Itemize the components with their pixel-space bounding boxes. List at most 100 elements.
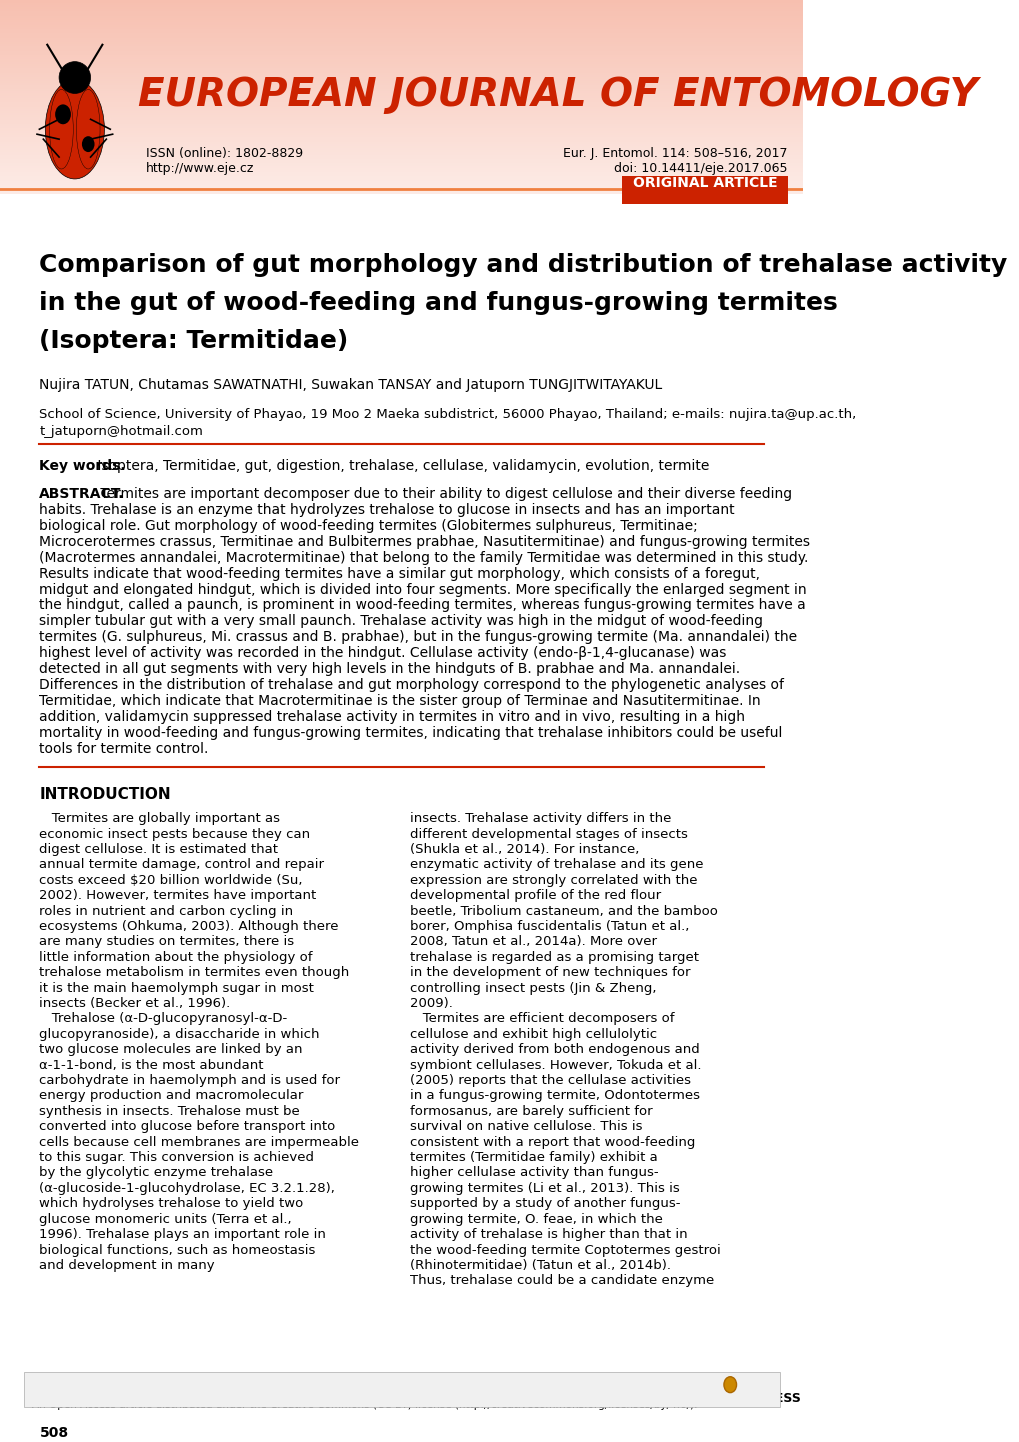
Text: 2002). However, termites have important: 2002). However, termites have important: [40, 890, 316, 903]
Text: detected in all gut segments with very high levels in the hindguts of B. prabhae: detected in all gut segments with very h…: [40, 662, 740, 676]
Text: supported by a study of another fungus-: supported by a study of another fungus-: [410, 1197, 680, 1210]
Text: mortality in wood-feeding and fungus-growing termites, indicating that trehalase: mortality in wood-feeding and fungus-gro…: [40, 725, 782, 740]
Text: it is the main haemolymph sugar in most: it is the main haemolymph sugar in most: [40, 982, 314, 995]
Text: Isoptera, Termitidae, gut, digestion, trehalase, cellulase, validamycin, evoluti: Isoptera, Termitidae, gut, digestion, tr…: [93, 459, 708, 473]
Text: ORIGINAL ARTICLE: ORIGINAL ARTICLE: [632, 176, 776, 190]
Circle shape: [723, 1377, 736, 1393]
Text: expression are strongly correlated with the: expression are strongly correlated with …: [410, 874, 696, 887]
Text: Microcerotermes crassus, Termitinae and Bulbitermes prabhae, Nasutitermitinae) a: Microcerotermes crassus, Termitinae and …: [40, 535, 809, 549]
Text: in the gut of wood-feeding and fungus-growing termites: in the gut of wood-feeding and fungus-gr…: [40, 291, 838, 316]
Text: by the glycolytic enzyme trehalase: by the glycolytic enzyme trehalase: [40, 1167, 273, 1180]
Text: synthesis in insects. Trehalose must be: synthesis in insects. Trehalose must be: [40, 1105, 300, 1118]
Ellipse shape: [50, 89, 73, 169]
Text: controlling insect pests (Jin & Zheng,: controlling insect pests (Jin & Zheng,: [410, 982, 655, 995]
Text: termites (Termitidae family) exhibit a: termites (Termitidae family) exhibit a: [410, 1151, 656, 1164]
Text: Differences in the distribution of trehalase and gut morphology correspond to th: Differences in the distribution of treha…: [40, 678, 784, 692]
Text: and development in many: and development in many: [40, 1259, 215, 1272]
FancyBboxPatch shape: [622, 176, 787, 203]
Text: tools for termite control.: tools for termite control.: [40, 741, 209, 756]
Text: Key words.: Key words.: [40, 459, 126, 473]
Text: cellulose and exhibit high cellulolytic: cellulose and exhibit high cellulolytic: [410, 1028, 656, 1041]
Text: energy production and macromolecular: energy production and macromolecular: [40, 1090, 304, 1103]
Text: Termites are efficient decomposers of: Termites are efficient decomposers of: [410, 1012, 674, 1025]
Text: biological role. Gut morphology of wood-feeding termites (Globitermes sulphureus: biological role. Gut morphology of wood-…: [40, 519, 697, 534]
Text: (α-glucoside-1-glucohydrolase, EC 3.2.1.28),: (α-glucoside-1-glucohydrolase, EC 3.2.1.…: [40, 1182, 335, 1195]
Text: are many studies on termites, there is: are many studies on termites, there is: [40, 936, 294, 949]
Text: OPEN: OPEN: [685, 1392, 723, 1405]
Text: trehalase is regarded as a promising target: trehalase is regarded as a promising tar…: [410, 950, 698, 963]
Text: Comparison of gut morphology and distribution of trehalase activity: Comparison of gut morphology and distrib…: [40, 254, 1007, 277]
Text: to this sugar. This conversion is achieved: to this sugar. This conversion is achiev…: [40, 1151, 314, 1164]
Text: trehalose metabolism in termites even though: trehalose metabolism in termites even th…: [40, 966, 350, 979]
Text: termites (G. sulphureus, Mi. crassus and B. prabhae), but in the fungus-growing : termites (G. sulphureus, Mi. crassus and…: [40, 630, 797, 645]
Text: ecosystems (Ohkuma, 2003). Although there: ecosystems (Ohkuma, 2003). Although ther…: [40, 920, 338, 933]
Text: EUROPEAN JOURNAL OF ENTOMOLOGY: EUROPEAN JOURNAL OF ENTOMOLOGY: [138, 76, 977, 114]
Text: (2005) reports that the cellulase activities: (2005) reports that the cellulase activi…: [410, 1074, 690, 1087]
Text: ACCESS: ACCESS: [748, 1392, 802, 1405]
Text: (Isoptera: Termitidae): (Isoptera: Termitidae): [40, 329, 348, 353]
Text: http://www.eje.cz: http://www.eje.cz: [146, 162, 254, 174]
Text: 2009).: 2009).: [410, 996, 452, 1009]
Text: consistent with a report that wood-feeding: consistent with a report that wood-feedi…: [410, 1136, 694, 1149]
Text: Termitidae, which indicate that Macrotermitinae is the sister group of Terminae : Termitidae, which indicate that Macroter…: [40, 694, 760, 708]
Text: School of Science, University of Phayao, 19 Moo 2 Maeka subdistrict, 56000 Phaya: School of Science, University of Phayao,…: [40, 408, 856, 421]
Text: Termites are important decomposer due to their ability to digest cellulose and t: Termites are important decomposer due to…: [96, 487, 792, 500]
Text: developmental profile of the red flour: developmental profile of the red flour: [410, 890, 660, 903]
Text: roles in nutrient and carbon cycling in: roles in nutrient and carbon cycling in: [40, 904, 293, 917]
Text: the hindgut, called a paunch, is prominent in wood-feeding termites, whereas fun: the hindgut, called a paunch, is promine…: [40, 598, 805, 613]
Text: growing termites (Li et al., 2013). This is: growing termites (Li et al., 2013). This…: [410, 1182, 679, 1195]
Text: borer, Omphisa fuscidentalis (Tatun et al.,: borer, Omphisa fuscidentalis (Tatun et a…: [410, 920, 688, 933]
Text: glucopyranoside), a disaccharide in which: glucopyranoside), a disaccharide in whic…: [40, 1028, 320, 1041]
Text: (Macrotermes annandalei, Macrotermitinae) that belong to the family Termitidae w: (Macrotermes annandalei, Macrotermitinae…: [40, 551, 808, 565]
Text: which hydrolyses trehalose to yield two: which hydrolyses trehalose to yield two: [40, 1197, 304, 1210]
Text: enzymatic activity of trehalase and its gene: enzymatic activity of trehalase and its …: [410, 858, 702, 871]
Text: two glucose molecules are linked by an: two glucose molecules are linked by an: [40, 1043, 303, 1056]
Text: glucose monomeric units (Terra et al.,: glucose monomeric units (Terra et al.,: [40, 1213, 291, 1226]
Text: α-1-1-bond, is the most abundant: α-1-1-bond, is the most abundant: [40, 1058, 264, 1071]
Text: cells because cell membranes are impermeable: cells because cell membranes are imperme…: [40, 1136, 359, 1149]
Text: INTRODUCTION: INTRODUCTION: [40, 787, 171, 802]
Text: survival on native cellulose. This is: survival on native cellulose. This is: [410, 1120, 642, 1133]
Text: activity derived from both endogenous and: activity derived from both endogenous an…: [410, 1043, 699, 1056]
Text: 508: 508: [40, 1426, 68, 1441]
Text: formosanus, are barely sufficient for: formosanus, are barely sufficient for: [410, 1105, 651, 1118]
Text: in a fungus-growing termite, Odontotermes: in a fungus-growing termite, Odontoterme…: [410, 1090, 699, 1103]
FancyBboxPatch shape: [23, 1371, 780, 1406]
Text: higher cellulase activity than fungus-: higher cellulase activity than fungus-: [410, 1167, 657, 1180]
Text: Eur. J. Entomol. 114: 508–516, 2017: Eur. J. Entomol. 114: 508–516, 2017: [562, 147, 787, 160]
Text: midgut and elongated hindgut, which is divided into four segments. More specific: midgut and elongated hindgut, which is d…: [40, 583, 806, 597]
Text: different developmental stages of insects: different developmental stages of insect…: [410, 828, 687, 841]
Text: carbohydrate in haemolymph and is used for: carbohydrate in haemolymph and is used f…: [40, 1074, 340, 1087]
Text: habits. Trehalase is an enzyme that hydrolyzes trehalose to glucose in insects a: habits. Trehalase is an enzyme that hydr…: [40, 503, 735, 518]
Text: annual termite damage, control and repair: annual termite damage, control and repai…: [40, 858, 324, 871]
Text: growing termite, O. feae, in which the: growing termite, O. feae, in which the: [410, 1213, 662, 1226]
Text: Termites are globally important as: Termites are globally important as: [40, 812, 280, 825]
Ellipse shape: [59, 62, 91, 94]
Text: (Shukla et al., 2014). For instance,: (Shukla et al., 2014). For instance,: [410, 844, 638, 857]
Text: digest cellulose. It is estimated that: digest cellulose. It is estimated that: [40, 844, 278, 857]
Text: ISSN (online): 1802-8829: ISSN (online): 1802-8829: [146, 147, 303, 160]
Text: 2008, Tatun et al., 2014a). More over: 2008, Tatun et al., 2014a). More over: [410, 936, 656, 949]
Circle shape: [82, 136, 95, 151]
Text: insects. Trehalase activity differs in the: insects. Trehalase activity differs in t…: [410, 812, 671, 825]
Text: Nujira TATUN, Chutamas SAWATNATHI, Suwakan TANSAY and Jatuporn TUNGJITWITAYAKUL: Nujira TATUN, Chutamas SAWATNATHI, Suwak…: [40, 378, 662, 392]
Text: costs exceed $20 billion worldwide (Su,: costs exceed $20 billion worldwide (Su,: [40, 874, 303, 887]
Text: activity of trehalase is higher than that in: activity of trehalase is higher than tha…: [410, 1229, 687, 1242]
Text: t_jatuporn@hotmail.com: t_jatuporn@hotmail.com: [40, 425, 203, 438]
Text: highest level of activity was recorded in the hindgut. Cellulase activity (endo-: highest level of activity was recorded i…: [40, 646, 727, 660]
Text: doi: 10.14411/eje.2017.065: doi: 10.14411/eje.2017.065: [613, 162, 787, 174]
Text: Results indicate that wood-feeding termites have a similar gut morphology, which: Results indicate that wood-feeding termi…: [40, 567, 759, 581]
Text: little information about the physiology of: little information about the physiology …: [40, 950, 313, 963]
Text: Trehalose (α-D-glucopyranosyl-α-D-: Trehalose (α-D-glucopyranosyl-α-D-: [40, 1012, 287, 1025]
Circle shape: [55, 104, 71, 124]
Text: beetle, Tribolium castaneum, and the bamboo: beetle, Tribolium castaneum, and the bam…: [410, 904, 716, 917]
Text: biological functions, such as homeostasis: biological functions, such as homeostasi…: [40, 1243, 316, 1256]
Text: simpler tubular gut with a very small paunch. Trehalase activity was high in the: simpler tubular gut with a very small pa…: [40, 614, 762, 629]
Text: 1996). Trehalase plays an important role in: 1996). Trehalase plays an important role…: [40, 1229, 326, 1242]
Ellipse shape: [45, 79, 104, 179]
Text: economic insect pests because they can: economic insect pests because they can: [40, 828, 310, 841]
Text: the wood-feeding termite Coptotermes gestroi: the wood-feeding termite Coptotermes ges…: [410, 1243, 719, 1256]
Text: Thus, trehalase could be a candidate enzyme: Thus, trehalase could be a candidate enz…: [410, 1275, 713, 1288]
Text: Final formatted article © Institute of Entomology, Biology Centre, Czech Academy: Final formatted article © Institute of E…: [32, 1390, 624, 1402]
Ellipse shape: [76, 89, 100, 169]
